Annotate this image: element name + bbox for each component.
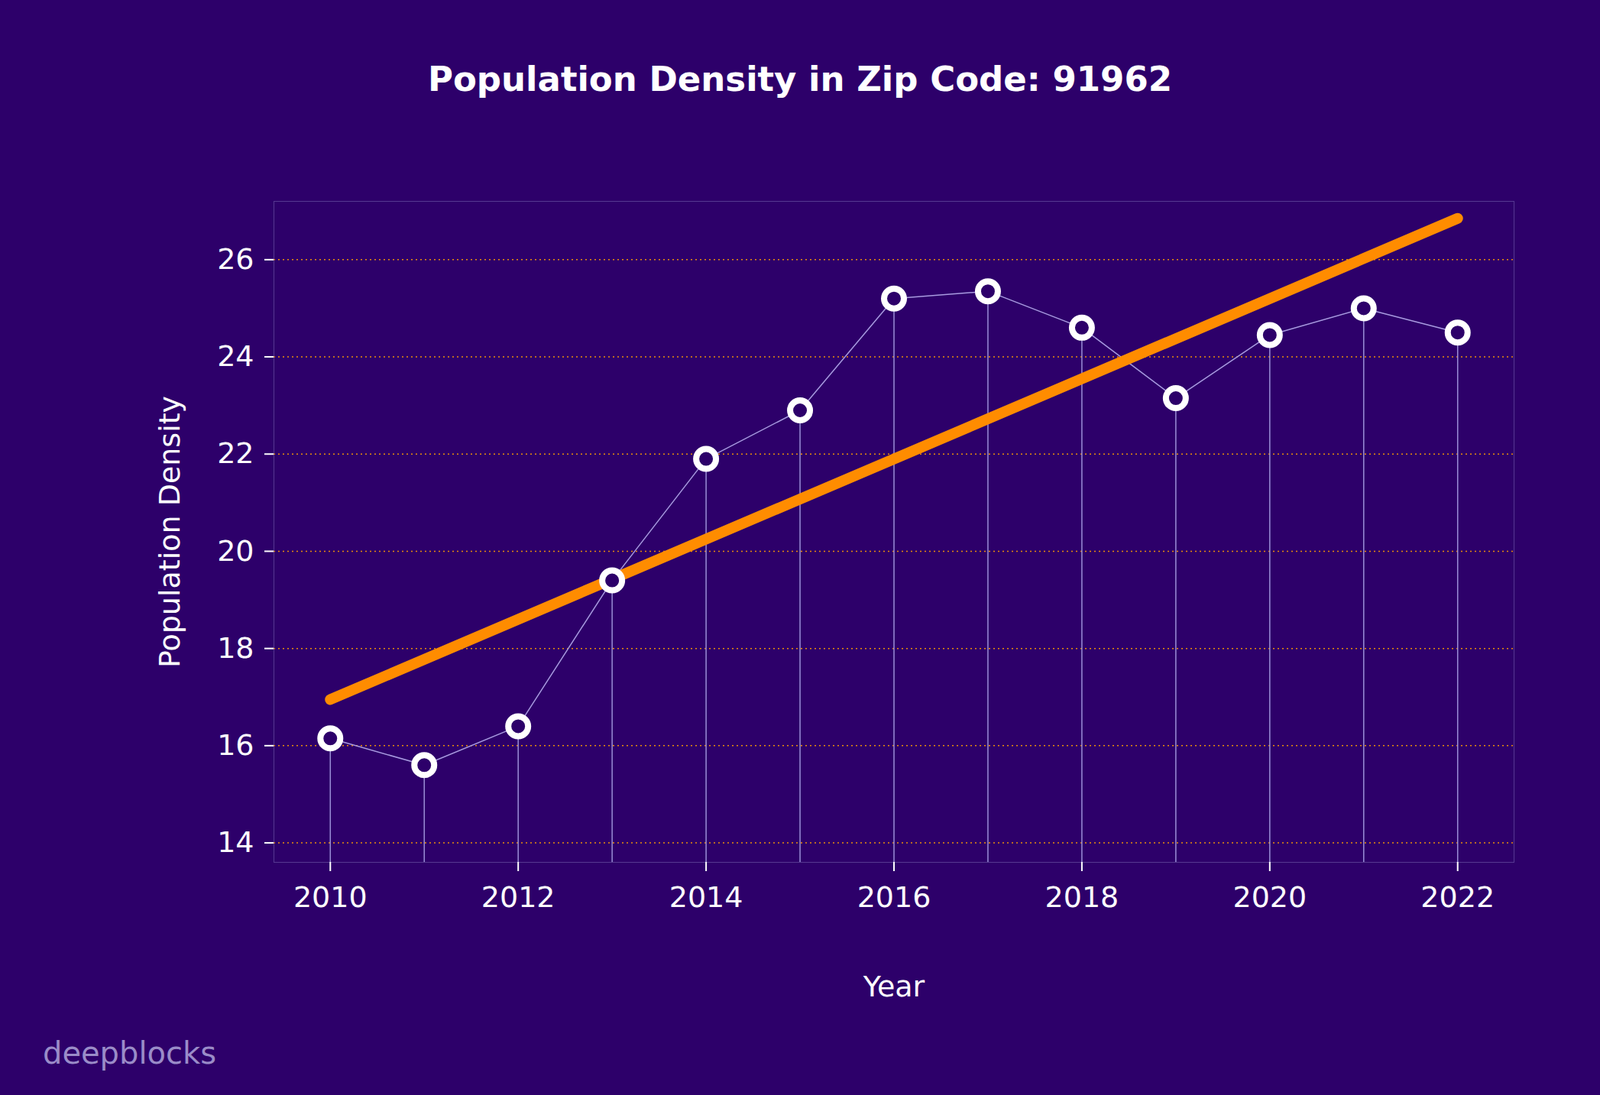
svg-text:22: 22 xyxy=(217,436,254,470)
svg-text:2012: 2012 xyxy=(481,880,556,914)
svg-text:Population Density: Population Density xyxy=(152,395,187,668)
html-text:Population Density in Zip Code: Population Density in Zip Code: 91962 xyxy=(427,58,1173,100)
svg-text:2020: 2020 xyxy=(1232,880,1307,914)
svg-text:14: 14 xyxy=(217,825,254,859)
svg-text:Year: Year xyxy=(862,969,926,1004)
svg-text:26: 26 xyxy=(217,242,254,276)
svg-text:20: 20 xyxy=(217,534,254,568)
svg-text:2014: 2014 xyxy=(669,880,744,914)
svg-text:2010: 2010 xyxy=(293,880,368,914)
svg-text:2018: 2018 xyxy=(1045,880,1120,914)
svg-text:16: 16 xyxy=(217,728,254,762)
html-text:deepblocks: deepblocks xyxy=(42,1035,217,1071)
svg-text:18: 18 xyxy=(217,631,254,665)
svg-text:2016: 2016 xyxy=(857,880,932,914)
svg-text:24: 24 xyxy=(217,339,254,373)
svg-text:2022: 2022 xyxy=(1420,880,1495,914)
